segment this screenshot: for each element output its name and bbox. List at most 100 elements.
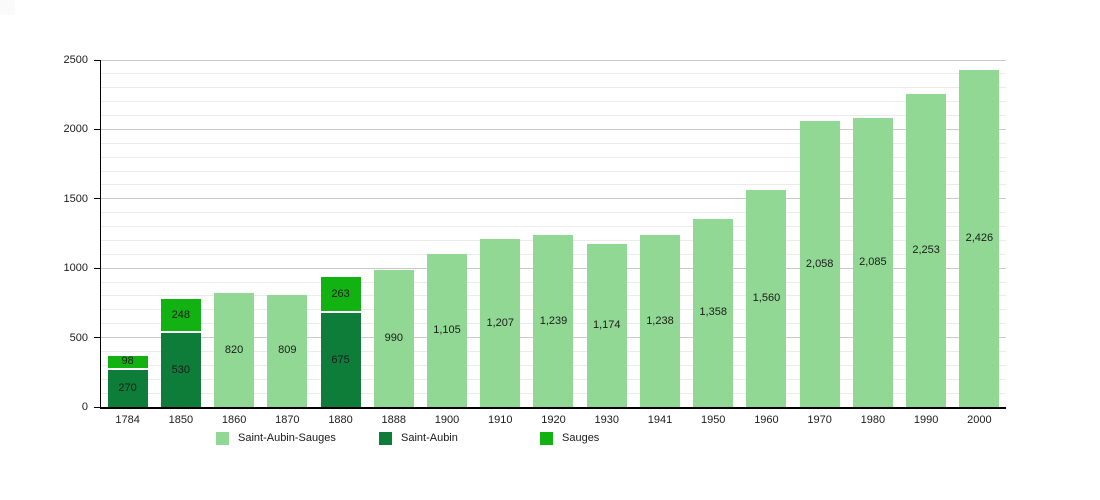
bar-stack: 2,426 [959,70,1000,407]
y-axis-tick [94,406,100,408]
gridline [101,59,1006,61]
bar-1860: 820 1860 [207,60,260,426]
bar-stack: 1,358 [693,218,734,407]
legend-item-sauges: Sauges [540,431,599,445]
bar-value-label: 2,085 [859,255,887,268]
x-axis-label: 1860 [221,414,247,426]
bar-stack: 990 [373,269,414,407]
y-axis-tick [94,267,100,269]
bar-1850: 530 248 1850 [154,60,207,426]
gridline [101,128,1006,130]
legend-label-sauges: Sauges [562,432,600,444]
bar-value-label: 98 [121,355,134,368]
x-axis-label: 1930 [594,414,619,426]
bar-segment-sauges: 263 [320,276,361,314]
bar-stack: 820 [214,293,255,407]
legend-item-saint-aubin-sauges: Saint-Aubin-Sauges [216,431,336,445]
bar-value-label: 820 [224,343,244,356]
bar-stack: 1,207 [480,239,521,407]
bar-stack: 1,238 [639,235,680,407]
y-axis-label: 500 [69,331,88,344]
bar-segment-saint-aubin-sauges: 1,207 [480,239,521,407]
bar-stack: 1,560 [746,190,787,407]
plot-area: 270 98 1784 530 248 1850 820 1860 809 1870 675 263 1… [100,59,1006,426]
bar-1941: 1,238 1941 [633,60,686,426]
y-axis-label: 0 [81,401,88,413]
bar-value-label: 2,058 [805,257,834,270]
bar-value-label: 990 [384,331,403,344]
bar-1950: 1,358 1950 [687,60,740,426]
gridline [101,87,1006,89]
x-axis-label: 1850 [168,414,194,426]
bar-segment-saint-aubin-sauges: 1,560 [746,190,787,407]
bar-segment-saint-aubin-sauges: 2,058 [799,121,840,407]
bar-segment-saint-aubin-sauges: 2,253 [906,94,947,407]
y-axis-label: 1500 [63,192,88,205]
bar-1990: 2,253 1990 [900,60,953,426]
x-axis-label: 1960 [754,414,779,426]
bar-segment-saint-aubin-sauges: 1,239 [533,235,574,407]
gridline [101,212,1006,214]
bar-stack: 530 248 [160,299,201,407]
x-axis-label: 1888 [381,414,407,426]
x-axis-label: 1784 [115,414,140,426]
bar-value-label: 1,238 [646,314,674,327]
gridline [101,184,1006,186]
y-axis-label: 1000 [63,262,88,275]
bar-segment-sauges: 248 [160,299,201,334]
legend-label-saint-aubin-sauges: Saint-Aubin-Sauges [238,432,336,444]
y-axis-label: 2000 [63,123,88,136]
bar-1910: 1,207 1910 [474,60,527,426]
bar-value-label: 1,239 [539,314,568,327]
bar-1784: 270 98 1784 [101,60,154,426]
legend-swatch-saint-aubin [379,431,392,445]
y-axis-tick [94,128,100,130]
bar-1930: 1,174 1930 [580,60,633,426]
legend-swatch-sauges [540,431,553,445]
bar-value-label: 1,358 [699,306,727,319]
x-axis-label: 1990 [913,414,939,426]
bar-value-label: 1,105 [433,323,461,336]
bar-1920: 1,239 1920 [527,60,580,426]
gridline [101,198,1006,200]
bar-value-label: 2,426 [965,232,994,245]
x-axis-label: 1970 [807,414,832,426]
legend-item-saint-aubin: Saint-Aubin [379,431,458,445]
legend-swatch-saint-aubin-sauges [216,431,229,445]
y-axis-tick [94,59,100,61]
gridline [101,170,1006,172]
x-axis-label: 1941 [647,414,673,426]
bar-segment-saint-aubin-sauges: 1,238 [639,235,680,407]
gridline [101,226,1006,228]
bar-segment-saint-aubin-sauges: 820 [214,293,255,407]
bar-1980: 2,085 1980 [846,60,899,426]
bar-value-label: 675 [331,353,350,366]
bar-stack: 1,174 [586,244,627,407]
bar-segment-saint-aubin: 530 [160,333,201,407]
y-axis-tick [94,198,100,200]
bar-stack: 1,239 [533,235,574,407]
bar-value-label: 1,207 [486,316,515,329]
bar-segment-saint-aubin-sauges: 809 [267,294,308,407]
legend-label-saint-aubin: Saint-Aubin [401,432,458,444]
bar-segment-saint-aubin: 675 [320,313,361,407]
bar-segment-saint-aubin-sauges: 2,426 [959,70,1000,407]
x-axis-label: 1870 [275,414,300,426]
bars-container: 270 98 1784 530 248 1850 820 1860 809 1870 675 263 1… [101,60,1006,426]
gridline [101,115,1006,117]
bar-segment-saint-aubin-sauges: 1,174 [586,244,627,407]
bar-1970: 2,058 1970 [793,60,846,426]
bar-stack: 2,058 [799,121,840,407]
x-axis-label: 1920 [541,414,566,426]
x-axis-label: 1980 [860,414,886,426]
x-axis-label: 1950 [700,414,726,426]
bar-stack: 2,085 [852,117,893,407]
bar-segment-saint-aubin-sauges: 990 [373,269,414,407]
x-axis-label: 1880 [328,414,353,426]
bar-value-label: 1,174 [592,319,621,332]
bar-1888: 990 1888 [367,60,420,426]
y-axis-tick [94,337,100,339]
bar-1870: 809 1870 [261,60,314,426]
bar-value-label: 809 [278,344,297,357]
